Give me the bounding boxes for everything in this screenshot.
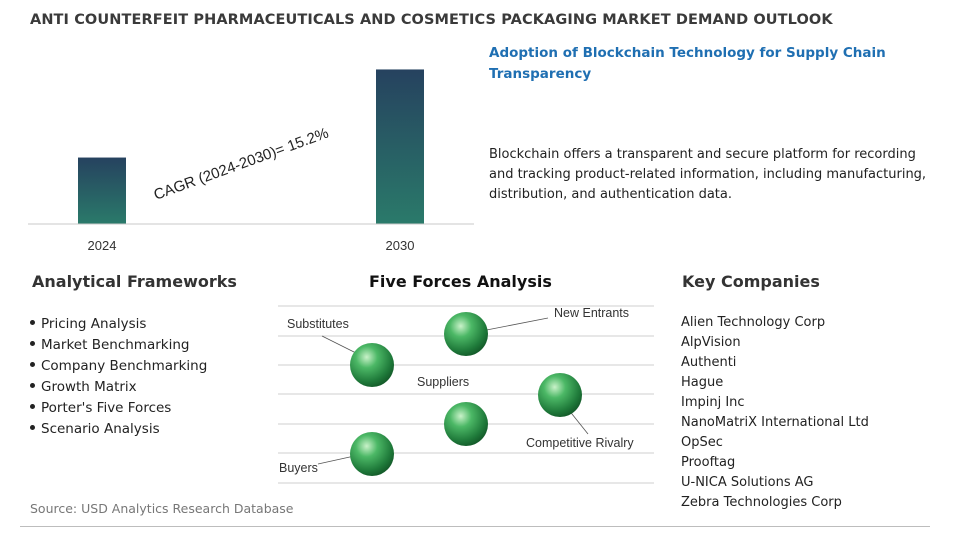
divider <box>20 526 930 527</box>
new-entrants-sphere <box>444 312 488 356</box>
key-companies-list: Alien Technology Corp AlpVision Authenti… <box>681 313 869 513</box>
page-title: ANTI COUNTERFEIT PHARMACEUTICALS AND COS… <box>30 12 833 28</box>
highlight-title: Adoption of Blockchain Technology for Su… <box>489 45 886 82</box>
bullet-icon <box>30 382 35 388</box>
bullet-icon <box>30 424 35 430</box>
company-item: Impinj Inc <box>681 395 745 410</box>
company-item: AlpVision <box>681 335 741 350</box>
competitive-rivalry-label: Competitive Rivalry <box>526 436 634 450</box>
list-item: Pricing Analysis <box>30 314 207 335</box>
suppliers-sphere <box>444 402 488 446</box>
bullet-icon <box>30 403 35 409</box>
list-item: Scenario Analysis <box>30 419 207 440</box>
company-item: NanoMatriX International Ltd <box>681 415 869 430</box>
bar-2024 <box>78 157 126 224</box>
market-bar-chart: 2024 2030 CAGR (2024-2030)= 15.2% <box>28 69 474 253</box>
new-entrants-label: New Entrants <box>554 306 629 320</box>
list-item: Market Benchmarking <box>30 335 207 356</box>
company-item: OpSec <box>681 435 723 450</box>
company-item: Authenti <box>681 355 737 370</box>
company-item: Hague <box>681 375 724 390</box>
highlight-body: Blockchain offers a transparent and secu… <box>489 147 927 202</box>
cagr-annotation: CAGR (2024-2030)= 15.2% <box>152 125 331 204</box>
five-forces-heading: Five Forces Analysis <box>369 272 552 291</box>
list-item: Porter's Five Forces <box>30 398 207 419</box>
list-item: Growth Matrix <box>30 377 207 398</box>
bullet-icon <box>30 361 35 367</box>
substitutes-label: Substitutes <box>287 317 349 331</box>
analytical-frameworks-heading: Analytical Frameworks <box>32 272 237 291</box>
company-item: Alien Technology Corp <box>681 315 826 330</box>
company-item: Zebra Technologies Corp <box>681 495 842 510</box>
x-tick-label: 2024 <box>88 238 117 253</box>
list-item-label: Pricing Analysis <box>41 316 147 332</box>
list-item-label: Market Benchmarking <box>41 337 190 353</box>
five-forces-diagram: New Entrants Substitutes Suppliers Compe… <box>278 305 654 484</box>
key-companies-heading: Key Companies <box>682 272 820 291</box>
bullet-icon <box>30 319 35 325</box>
buyers-label: Buyers <box>279 461 318 475</box>
list-item-label: Scenario Analysis <box>41 421 160 437</box>
x-tick-label: 2030 <box>386 238 415 253</box>
substitutes-sphere <box>350 343 394 387</box>
bar-2030 <box>376 69 424 224</box>
buyers-sphere <box>350 432 394 476</box>
list-item-label: Company Benchmarking <box>41 358 208 374</box>
company-item: U-NICA Solutions AG <box>681 475 814 490</box>
suppliers-label: Suppliers <box>417 375 469 389</box>
company-item: Prooftag <box>681 455 736 470</box>
bullet-icon <box>30 340 35 346</box>
list-item: Company Benchmarking <box>30 356 207 377</box>
source-note: Source: USD Analytics Research Database <box>30 501 294 516</box>
list-item-label: Growth Matrix <box>41 379 137 395</box>
competitive-rivalry-sphere <box>538 373 582 417</box>
analytical-frameworks-list: Pricing Analysis Market Benchmarking Com… <box>30 314 207 440</box>
list-item-label: Porter's Five Forces <box>41 400 172 416</box>
